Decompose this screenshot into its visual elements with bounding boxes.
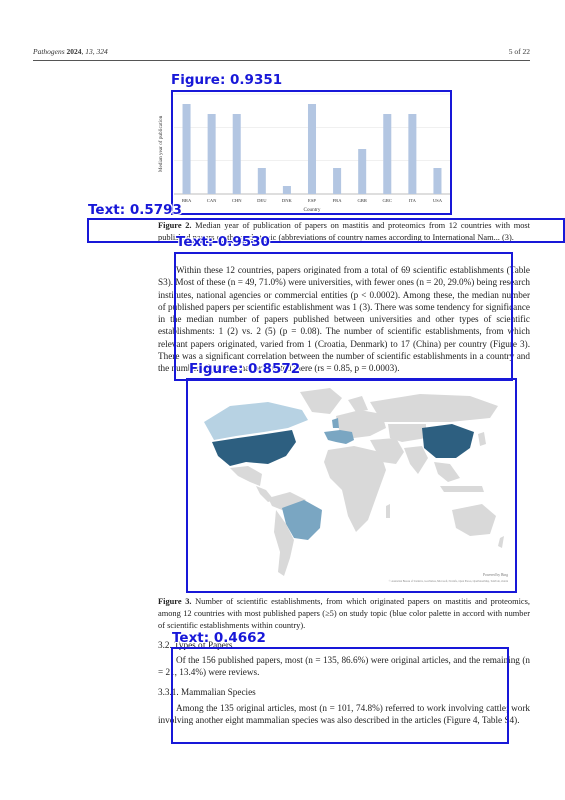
map-region-fra-deu-ita-esp [324,430,354,444]
bar-esp [307,104,317,194]
map-region-southeast-asia [434,462,460,482]
section-3-2-heading: 3.2. Types of Papers [158,640,233,650]
figure-3-caption: Figure 3. Number of scientific establish… [158,596,530,632]
journal-name: Pathogens [33,47,65,56]
x-tick-label: FRA [333,198,343,203]
bar-grc [383,114,392,194]
figure-3-caption-text: Number of scientific establishments, fro… [158,597,530,630]
detection-box-paragraph [174,252,513,381]
map-region-indonesia [440,486,484,492]
map-region-south-america-south [274,510,294,576]
x-tick-label: USA [433,198,443,203]
x-axis-label: Country [303,207,320,213]
bar-can [207,114,216,194]
map-region-india [404,446,428,474]
map-powered-by: Powered by Bing [483,573,508,577]
bar-deu [257,168,266,194]
x-tick-label: DNK [282,198,293,203]
bar-gbr [358,149,367,194]
detection-label-caption: Text: 0.5793 [88,202,182,218]
detection-box-figure-3 [186,378,517,593]
section-3-2-text: Of the 156 published papers, most (n = 1… [158,655,530,678]
bar-fra [333,168,342,194]
section-3-2-paragraph: Of the 156 published papers, most (n = 1… [158,654,530,679]
figure-3-world-map: Powered by Bing © Australian Bureau of S… [190,382,510,592]
detection-box-sections [171,647,509,744]
map-region-russia [370,394,498,422]
figure-2-plot: BRA CAN CHN DEU DNK ESP FRA GBR GRC ITA USA Country… [157,93,450,213]
bar-dnk [282,186,291,194]
figure-2-caption: Figure 2. Median year of publication of … [158,220,530,244]
journal-volume: 13, 324 [85,47,108,56]
bar-ita [408,114,417,194]
map-region-usa [212,430,296,466]
map-region-madagascar [386,504,390,518]
map-region-middle-east [370,438,404,464]
bar-chn [232,114,241,194]
map-region-canada [204,402,308,440]
y-axis-label: Median year of publication [157,115,164,172]
map-region-gbr [332,418,339,428]
page-number: 5 of 22 [508,47,530,56]
bar-usa [433,168,442,194]
x-tick-label: ESP [308,198,316,203]
map-region-europe [336,410,386,438]
paragraph-text: Within these 12 countries, papers origin… [158,265,530,374]
x-tick-label: ITA [409,198,417,203]
map-region-mexico [230,466,262,486]
header-rule [33,60,530,61]
map-credits: © Australian Bureau of Statistics, GeoNa… [389,580,509,583]
map-region-china [422,424,474,458]
journal-year: 2024 [66,47,82,56]
x-tick-label: CAN [207,198,217,203]
map-region-new-zealand [498,536,504,548]
figure-2-caption-text: Median year of publication of papers on … [158,221,530,242]
detection-box-figure-2 [171,90,452,215]
detection-label-figure-3: Figure: 0.8572 [189,361,301,377]
running-header-journal: Pathogens 2024, 13, 324 [33,47,108,56]
x-tick-label: GRC [383,198,392,203]
bar-bra [182,104,191,194]
section-3-3-1-paragraph: Among the 135 original articles, most (n… [158,702,530,727]
x-tick-label: GBR [357,198,367,203]
section-3-3-1-text: Among the 135 original articles, most (n… [158,703,530,726]
map-region-greenland [300,388,342,414]
body-paragraph-establishments: Within these 12 countries, papers origin… [158,264,530,375]
map-region-scandinavia [348,396,368,412]
map-region-japan [478,432,486,446]
detection-label-sections: Text: 0.4662 [172,630,266,646]
figure-2-bar-chart: BRA CAN CHN DEU DNK ESP FRA GBR GRC ITA USA Country… [157,93,450,213]
x-tick-label: BRA [182,198,192,203]
detection-label-figure-2: Figure: 0.9351 [171,72,283,88]
x-tick-label: DEU [257,198,267,203]
map-region-australia [452,504,496,536]
figure-2-caption-label: Figure 2. [158,221,192,230]
detection-box-caption [87,218,565,243]
map-region-brazil [282,500,322,540]
x-tick-label: CHN [232,198,242,203]
map-region-africa [324,446,386,532]
detection-label-paragraph: Text: 0.9530 [176,234,270,250]
map-region-central-asia [388,424,426,442]
section-3-3-1-heading: 3.3.1. Mammalian Species [158,687,256,697]
figure-3-caption-label: Figure 3. [158,597,192,606]
